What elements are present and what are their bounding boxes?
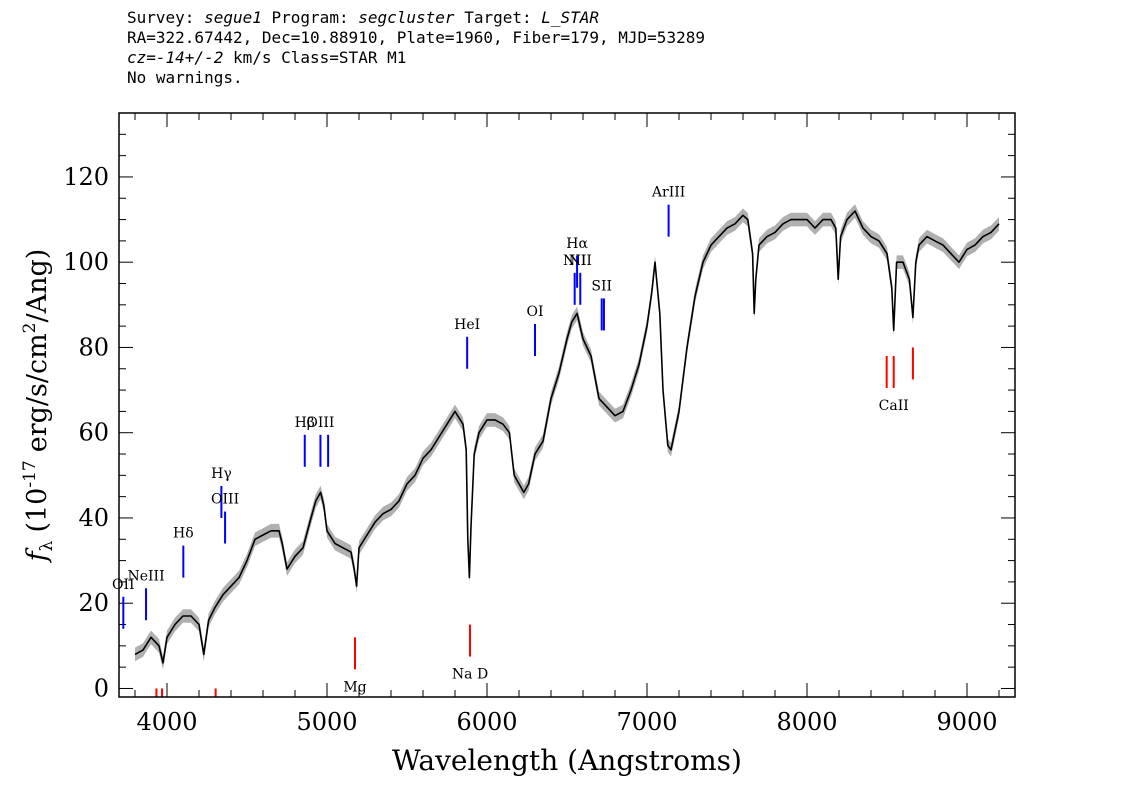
y-axis-label: fλ(10-17erg/s/cm2/Ang)	[20, 249, 57, 564]
program-label: Program:	[271, 8, 349, 27]
survey-value: segue1	[204, 8, 262, 27]
emission-label: OIII	[306, 415, 334, 431]
y-label-tail: /Ang)	[22, 249, 53, 323]
y-tick-label: 100	[63, 248, 109, 276]
header-line-coordinates: RA=322.67442, Dec=10.88910, Plate=1960, …	[127, 28, 705, 47]
y-label-lambda: λ	[37, 540, 57, 551]
emission-label: NeIII	[127, 568, 164, 584]
absorption-label: CaII	[879, 398, 909, 414]
y-label-exponent: -17	[20, 460, 40, 487]
y-tick-label: 60	[78, 419, 109, 447]
emission-label: OII	[112, 577, 135, 593]
target-label: Target:	[464, 8, 532, 27]
emission-label: Hα	[566, 236, 588, 252]
error-band	[135, 204, 999, 670]
plot-frame	[118, 112, 1016, 698]
header-line-warnings: No warnings.	[127, 68, 243, 87]
header-line-redshift: cz=-14+/-2 km/s Class=STAR M1	[127, 48, 705, 68]
target-value: L_STAR	[541, 8, 600, 27]
emission-label: Hγ	[211, 466, 232, 482]
x-tick-label: 6000	[456, 708, 517, 736]
axis-ticks	[119, 112, 1015, 697]
x-tick-label: 7000	[616, 708, 677, 736]
program-value: segcluster	[358, 8, 455, 27]
emission-label: OIII	[211, 492, 239, 508]
absorption-label: Na D	[452, 667, 488, 683]
y-tick-label: 120	[63, 163, 109, 191]
emission-label: NII	[563, 253, 586, 269]
y-tick-label: 80	[78, 333, 109, 361]
x-tick-label: 8000	[776, 708, 837, 736]
emission-label: Hβ	[295, 415, 315, 431]
y-tick-label: 40	[78, 504, 109, 532]
spectrum-header: Survey: segue1 Program: segcluster Targe…	[127, 8, 705, 88]
emission-label: SII	[591, 278, 612, 294]
class-text: km/s Class=STAR M1	[223, 48, 407, 67]
emission-label: Hδ	[173, 526, 194, 542]
emission-label: NII	[569, 253, 592, 269]
y-label-scale: (10	[22, 488, 53, 533]
absorption-label: Mg	[343, 679, 366, 695]
x-tick-label: 4000	[136, 708, 197, 736]
x-axis-label: Wavelength (Angstroms)	[392, 744, 742, 777]
y-label-squared: 2	[20, 322, 40, 333]
error-band-area	[135, 204, 999, 670]
survey-label: Survey:	[127, 8, 195, 27]
emission-label: ArIII	[651, 185, 685, 201]
y-tick-label: 0	[94, 674, 109, 702]
y-tick-label: 20	[78, 589, 109, 617]
x-tick-label: 5000	[296, 708, 357, 736]
tick-labels: 4000 5000 6000 7000 8000 9000 0 20 40 60 80 100 120	[63, 163, 997, 736]
x-tick-label: 9000	[936, 708, 997, 736]
line-markers: OIINeIIIHδHγOIIIHβOIIIHeIOINIIHαNIISIIAr…	[112, 185, 914, 697]
emission-label: OI	[526, 304, 543, 320]
spectrum-line	[134, 210, 1000, 664]
cz-value: cz=-14+/-2	[127, 48, 224, 67]
y-label-units: erg/s/cm	[22, 333, 53, 452]
emission-label: HeI	[454, 317, 480, 333]
spectrum-series	[134, 210, 1000, 664]
header-line-survey: Survey: segue1 Program: segcluster Targe…	[127, 8, 705, 28]
